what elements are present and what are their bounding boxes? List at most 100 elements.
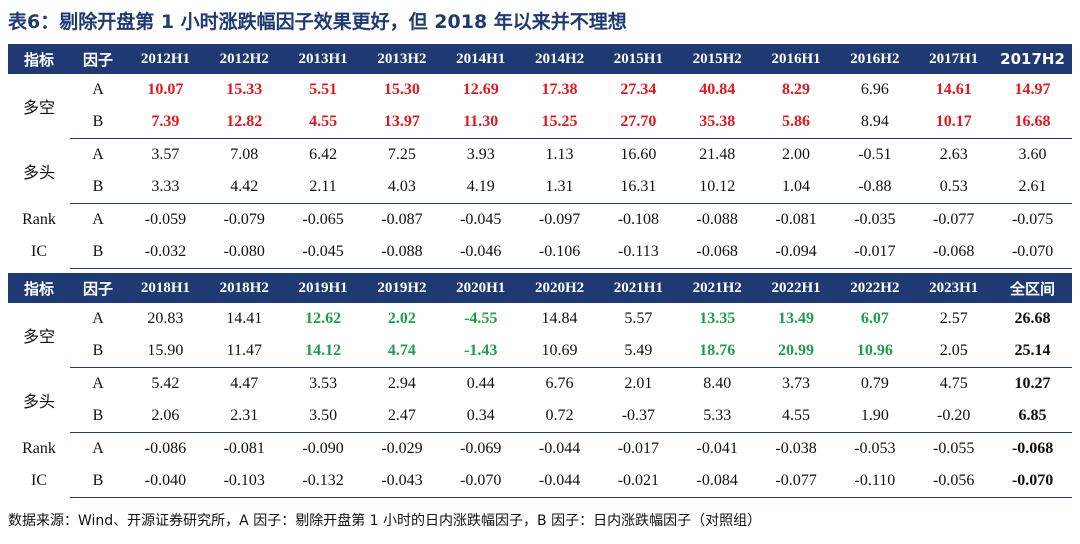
source-note: 数据来源：Wind、开源证券研究所，A 因子：剔除开盘第 1 小时的日内涨跌幅因… xyxy=(8,513,762,529)
factor-cell: B xyxy=(70,106,126,139)
value-cell: 27.70 xyxy=(598,106,678,139)
value-cell: 8.94 xyxy=(835,106,915,139)
value-cell: 10.69 xyxy=(520,335,599,368)
value-cell: -0.132 xyxy=(283,465,363,498)
value-cell: -0.084 xyxy=(677,465,757,498)
value-cell: 5.51 xyxy=(309,81,338,98)
value-cell: -0.088 xyxy=(362,236,442,269)
column-header: 2013H1 xyxy=(283,44,363,74)
value-cell: 4.47 xyxy=(230,375,259,392)
value-cell: -0.075 xyxy=(1011,211,1054,228)
value-cell: -0.88 xyxy=(835,171,915,204)
column-header: 2022H1 xyxy=(756,273,836,303)
value-cell: 15.90 xyxy=(126,335,205,368)
value-cell: -0.068 xyxy=(914,236,994,269)
table-row: B -0.040 -0.103 -0.132 -0.043 -0.070 -0.044 -0.… xyxy=(8,465,1072,498)
value-cell: -0.088 xyxy=(696,211,738,228)
value-cell: -0.106 xyxy=(520,236,599,269)
column-header: 2014H2 xyxy=(520,44,599,74)
value-cell: 13.97 xyxy=(362,106,442,139)
value-cell: 16.60 xyxy=(620,146,657,163)
row-group-label-line: IC xyxy=(31,472,47,489)
value-cell: 3.53 xyxy=(309,375,338,392)
value-cell: 7.08 xyxy=(230,146,259,163)
value-cell: 0.53 xyxy=(914,171,994,204)
value-cell: 10.17 xyxy=(914,106,994,139)
value-cell: 3.93 xyxy=(466,146,495,163)
value-cell: 26.68 xyxy=(1014,310,1051,327)
table-row: B -0.032 -0.080 -0.045 -0.088 -0.046 -0.106 -0.… xyxy=(8,236,1072,269)
value-cell: 16.68 xyxy=(993,106,1072,139)
row-group-label: 多头 xyxy=(22,392,55,411)
value-cell: 2.57 xyxy=(939,310,968,327)
value-cell: -0.113 xyxy=(598,236,678,269)
value-cell: -0.068 xyxy=(1011,440,1054,457)
table-row: Rank IC A -0.059 -0.079 -0.065 -0.087 -0.045 -0.… xyxy=(8,204,1072,260)
value-cell: -0.20 xyxy=(914,400,994,433)
table-row: 多头 A 5.42 4.47 3.53 2.94 0.44 6.76 2.01 8.40 3.73 0… xyxy=(8,368,1072,411)
table-row: 多头 A 3.57 7.08 6.42 7.25 3.93 1.13 16.60 21.48 2.0… xyxy=(8,139,1072,182)
value-cell: -0.065 xyxy=(302,211,344,228)
value-cell: -0.038 xyxy=(775,440,817,457)
row-group-label: 多空 xyxy=(22,98,55,118)
value-cell: 4.75 xyxy=(939,375,968,392)
value-cell: 1.90 xyxy=(835,400,915,433)
value-cell: 10.07 xyxy=(147,81,184,98)
column-header: 2012H2 xyxy=(204,44,284,74)
value-cell: 2.61 xyxy=(993,171,1072,204)
value-cell: 6.96 xyxy=(860,81,889,98)
table-title: 表6：剔除开盘第 1 小时涨跌幅因子效果更好，但 2018 年以来并不理想 xyxy=(8,11,627,33)
column-header: 2023H1 xyxy=(914,273,994,303)
value-cell: 35.38 xyxy=(677,106,757,139)
factor-cell: A xyxy=(92,81,104,98)
value-cell: -0.055 xyxy=(933,440,975,457)
value-cell: 3.57 xyxy=(151,146,180,163)
factor-cell: A xyxy=(92,211,104,228)
value-cell: -0.017 xyxy=(617,440,660,457)
value-cell: -0.081 xyxy=(223,440,265,457)
value-cell: 20.83 xyxy=(147,310,184,327)
value-cell: 2.47 xyxy=(362,400,442,433)
value-cell: 11.47 xyxy=(204,335,284,368)
value-cell: -0.070 xyxy=(441,465,521,498)
value-cell: -0.041 xyxy=(696,440,738,457)
value-cell: 12.82 xyxy=(204,106,284,139)
column-header: 2017H1 xyxy=(914,44,994,74)
table-row: 多空 A 20.83 14.41 12.62 2.02 -4.55 14.84 5.57 13.3… xyxy=(8,303,1072,346)
value-cell: 12.69 xyxy=(462,81,499,98)
value-cell: -0.094 xyxy=(756,236,836,269)
value-cell: 3.33 xyxy=(126,171,205,204)
factor-cell: A xyxy=(92,375,104,392)
value-cell: 2.05 xyxy=(914,335,994,368)
value-cell: 13.35 xyxy=(699,310,736,327)
value-cell: -0.044 xyxy=(520,465,599,498)
value-cell: 3.60 xyxy=(1018,146,1047,163)
value-cell: 10.12 xyxy=(677,171,757,204)
value-cell: -0.086 xyxy=(144,440,187,457)
column-header: 2022H2 xyxy=(835,273,915,303)
row-group-label: 多空 xyxy=(22,327,55,347)
value-cell: -0.021 xyxy=(598,465,678,498)
table-row: B 7.39 12.82 4.55 13.97 11.30 15.25 27.70 35.38 5… xyxy=(8,106,1072,139)
value-cell: 4.55 xyxy=(756,400,836,433)
column-header: 2019H1 xyxy=(283,273,363,303)
value-cell: 6.85 xyxy=(993,400,1072,433)
column-header: 因子 xyxy=(70,44,126,74)
value-cell: -0.090 xyxy=(302,440,344,457)
value-cell: 2.11 xyxy=(283,171,363,204)
value-cell: 2.02 xyxy=(387,310,416,327)
value-cell: 20.99 xyxy=(756,335,836,368)
value-cell: 27.34 xyxy=(620,81,657,98)
value-cell: 4.55 xyxy=(283,106,363,139)
column-header: 2012H1 xyxy=(126,44,205,74)
value-cell: 25.14 xyxy=(993,335,1072,368)
value-cell: -0.044 xyxy=(538,440,581,457)
value-cell: -0.056 xyxy=(914,465,994,498)
value-cell: 0.34 xyxy=(441,400,521,433)
value-cell: 2.06 xyxy=(126,400,205,433)
value-cell: 21.48 xyxy=(699,146,736,163)
row-group-label: Rank IC xyxy=(8,204,70,269)
value-cell: 0.44 xyxy=(466,375,495,392)
column-header: 2020H1 xyxy=(441,273,521,303)
value-cell: 4.74 xyxy=(362,335,442,368)
